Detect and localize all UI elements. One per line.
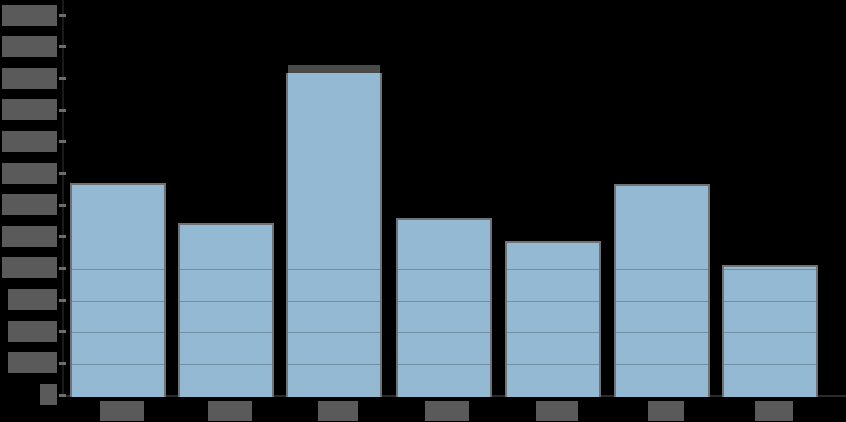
gridline-4 (180, 364, 272, 365)
y-tick-label-redacted-6 (2, 163, 57, 184)
bar-6[interactable] (614, 184, 710, 397)
gridline-3 (288, 332, 380, 333)
bar-2-cap (180, 223, 272, 225)
gridline-4 (72, 364, 164, 365)
gridline-1 (398, 269, 490, 270)
bar-4[interactable] (396, 218, 492, 397)
bar-3-cap (288, 65, 380, 73)
x-category-label-redacted-2 (208, 401, 252, 421)
y-tick-mark-6 (59, 172, 66, 175)
gridline-2 (507, 301, 599, 302)
x-category-label-redacted-7 (755, 401, 793, 421)
y-tick-mark-2 (59, 45, 66, 48)
y-tick-mark-12 (59, 362, 66, 365)
gridline-3 (180, 332, 272, 333)
gridline-1 (288, 269, 380, 270)
gridline-3 (72, 332, 164, 333)
gridline-1 (72, 269, 164, 270)
gridline-4 (398, 364, 490, 365)
y-tick-mark-9 (59, 267, 66, 270)
y-tick-label-redacted-8 (2, 226, 57, 247)
gridline-3 (724, 332, 816, 333)
x-category-label-redacted-5 (536, 401, 578, 421)
bar-1[interactable] (70, 183, 166, 397)
bar-3[interactable] (286, 65, 382, 397)
y-tick-mark-11 (59, 330, 66, 333)
y-tick-label-redacted-4 (2, 99, 57, 120)
gridline-3 (398, 332, 490, 333)
bar-5[interactable] (505, 241, 601, 397)
gridline-1 (616, 269, 708, 270)
gridline-1 (507, 269, 599, 270)
y-tick-label-redacted-10 (8, 289, 57, 310)
gridline-2 (72, 301, 164, 302)
y-tick-label-redacted-5 (2, 131, 57, 152)
y-tick-mark-3 (59, 77, 66, 80)
gridline-4 (616, 364, 708, 365)
y-tick-mark-1 (59, 14, 66, 17)
gridline-4 (507, 364, 599, 365)
gridline-3 (616, 332, 708, 333)
gridline-2 (616, 301, 708, 302)
y-tick-label-redacted-3 (2, 68, 57, 89)
y-tick-label-redacted-7 (2, 194, 57, 215)
gridline-4 (724, 364, 816, 365)
gridline-4 (288, 364, 380, 365)
gridline-2 (724, 301, 816, 302)
bar-2[interactable] (178, 223, 274, 397)
x-category-label-redacted-4 (425, 401, 469, 421)
bar-5-cap (507, 241, 599, 243)
y-tick-label-redacted-13 (40, 384, 57, 405)
y-tick-mark-7 (59, 204, 66, 207)
plot-area (62, 0, 846, 397)
y-tick-label-redacted-9 (2, 257, 57, 278)
gridline-3 (507, 332, 599, 333)
bar-7[interactable] (722, 265, 818, 397)
y-axis-line (62, 0, 64, 397)
gridline-2 (288, 301, 380, 302)
y-tick-mark-13 (59, 394, 66, 397)
x-category-label-redacted-1 (100, 401, 144, 421)
gridline-2 (180, 301, 272, 302)
y-tick-label-redacted-2 (2, 36, 57, 57)
bar-1-cap (72, 183, 164, 185)
x-category-label-redacted-6 (648, 401, 684, 421)
y-tick-label-redacted-12 (8, 352, 57, 373)
gridline-1 (180, 269, 272, 270)
bar-4-cap (398, 218, 490, 220)
y-tick-mark-4 (59, 109, 66, 112)
y-tick-label-redacted-1 (2, 5, 57, 26)
y-tick-mark-10 (59, 299, 66, 302)
bar-7-cap (724, 265, 816, 267)
y-tick-label-redacted-11 (8, 321, 57, 342)
y-tick-mark-8 (59, 235, 66, 238)
bar-6-cap (616, 184, 708, 186)
gridline-2 (398, 301, 490, 302)
gridline-1 (724, 269, 816, 270)
x-category-label-redacted-3 (318, 401, 358, 421)
y-tick-mark-5 (59, 140, 66, 143)
